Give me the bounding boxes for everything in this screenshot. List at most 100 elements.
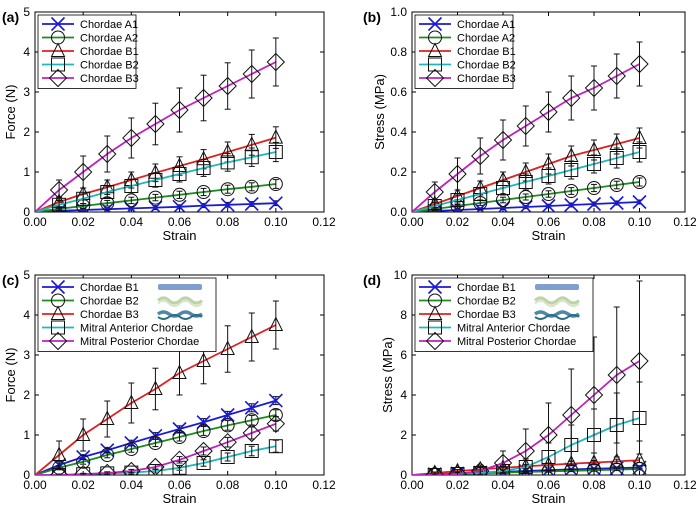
data-point bbox=[196, 424, 211, 438]
data-point bbox=[539, 425, 558, 445]
data-point bbox=[100, 185, 115, 199]
wavy-fiber-icon bbox=[533, 296, 581, 305]
x-tick-label: 0.12 bbox=[312, 478, 336, 492]
data-point bbox=[124, 442, 139, 456]
data-point bbox=[541, 187, 556, 201]
series-4 bbox=[412, 141, 647, 212]
y-tick-label: 4 bbox=[23, 45, 30, 59]
straight-fiber-icon bbox=[535, 284, 579, 290]
legend-marker bbox=[50, 305, 66, 320]
x-tick-label: 0.10 bbox=[264, 478, 288, 492]
data-point bbox=[220, 340, 235, 355]
data-point bbox=[493, 130, 513, 150]
data-point bbox=[124, 179, 139, 193]
x-axis-label: Strain bbox=[532, 491, 566, 505]
series-3 bbox=[35, 300, 284, 475]
data-point bbox=[632, 194, 647, 210]
series-4 bbox=[35, 141, 283, 212]
data-area bbox=[35, 300, 286, 475]
data-point bbox=[541, 169, 556, 183]
x-tick-label: 0.06 bbox=[168, 478, 192, 492]
legend-label: Mitral Posterior Chordae bbox=[80, 336, 199, 348]
data-point bbox=[124, 201, 139, 212]
data-point bbox=[172, 187, 187, 202]
x-tick-label: 0.08 bbox=[582, 215, 606, 229]
x-tick-label: 0.04 bbox=[120, 478, 144, 492]
x-tick-label: 0.06 bbox=[537, 478, 561, 492]
y-tick-label: 0.2 bbox=[390, 165, 407, 179]
data-point bbox=[609, 178, 624, 192]
data-point bbox=[266, 52, 286, 72]
straight-fiber-icon bbox=[158, 284, 202, 290]
data-point bbox=[99, 410, 115, 425]
data-point bbox=[49, 465, 69, 475]
y-axis-label: Force (N) bbox=[3, 85, 18, 140]
chart-panel-4: (d) 0.00 0.02 0.04 0.06 0.08 0.10 0.12 0 2 4 6 8 10 St… bbox=[363, 268, 697, 505]
y-tick-label: 0 bbox=[400, 468, 407, 482]
data-point bbox=[170, 100, 189, 120]
data-point bbox=[471, 461, 490, 475]
y-tick-label: 5 bbox=[23, 268, 30, 282]
data-point bbox=[148, 173, 163, 187]
data-point bbox=[75, 426, 91, 441]
data-point bbox=[448, 464, 467, 475]
data-point bbox=[609, 452, 625, 468]
data-point bbox=[220, 155, 235, 170]
data-point bbox=[244, 196, 259, 212]
legend-label: Mitral Anterior Chordae bbox=[457, 323, 570, 335]
data-point bbox=[218, 76, 237, 96]
data-point bbox=[124, 193, 139, 208]
data-point bbox=[76, 454, 91, 469]
data-point bbox=[541, 198, 556, 212]
legend-label: Chordae B3 bbox=[457, 73, 516, 85]
legend-label: Chordae B3 bbox=[80, 309, 139, 321]
data-point bbox=[172, 199, 187, 212]
legend-marker bbox=[425, 68, 445, 88]
y-axis-label: Stress (MPa) bbox=[372, 74, 387, 150]
chart-panel-1: (a) 0.00 0.02 0.04 0.06 0.08 0.10 0.12 0 1 2 3 4 5 Str… bbox=[2, 5, 336, 243]
legend-marker bbox=[428, 320, 442, 335]
data-point bbox=[609, 151, 624, 165]
y-tick-label: 2 bbox=[400, 428, 407, 442]
y-tick-label: 0 bbox=[23, 468, 30, 482]
y-tick-label: 0.8 bbox=[390, 45, 407, 59]
data-point bbox=[98, 463, 117, 475]
data-point bbox=[427, 468, 442, 475]
data-point bbox=[429, 464, 441, 475]
legend-label: Chordae A2 bbox=[457, 33, 515, 45]
data-point bbox=[564, 184, 579, 198]
y-tick-label: 4 bbox=[400, 388, 407, 402]
legend-marker bbox=[51, 57, 65, 72]
data-point bbox=[196, 185, 211, 199]
data-point bbox=[607, 66, 626, 86]
data-point bbox=[148, 436, 163, 450]
legend-label: Chordae B2 bbox=[457, 60, 516, 72]
legend-label: Chordae B2 bbox=[80, 296, 139, 308]
data-point bbox=[172, 364, 187, 379]
data-point bbox=[148, 380, 163, 395]
data-point bbox=[244, 328, 260, 343]
crimped-fiber-icon bbox=[534, 314, 580, 320]
data-point bbox=[52, 468, 67, 475]
series-5 bbox=[412, 280, 649, 475]
data-point bbox=[244, 179, 259, 194]
x-axis-label: Strain bbox=[163, 491, 197, 505]
y-tick-label: 10 bbox=[394, 268, 408, 282]
data-point bbox=[450, 193, 465, 207]
fiber-illustrations bbox=[156, 284, 204, 320]
y-tick-label: 3 bbox=[23, 348, 30, 362]
legend-marker bbox=[50, 42, 66, 57]
data-point bbox=[196, 161, 211, 175]
data-point bbox=[148, 190, 163, 205]
data-point bbox=[268, 196, 283, 211]
legend-label: Chordae B3 bbox=[80, 73, 139, 85]
x-tick-label: 0.06 bbox=[168, 215, 192, 229]
legend-label: Chordae B1 bbox=[80, 282, 139, 294]
data-point bbox=[584, 78, 604, 98]
legend-label: Chordae B1 bbox=[457, 46, 516, 58]
series-5 bbox=[412, 41, 649, 212]
x-tick-label: 0.10 bbox=[628, 215, 652, 229]
